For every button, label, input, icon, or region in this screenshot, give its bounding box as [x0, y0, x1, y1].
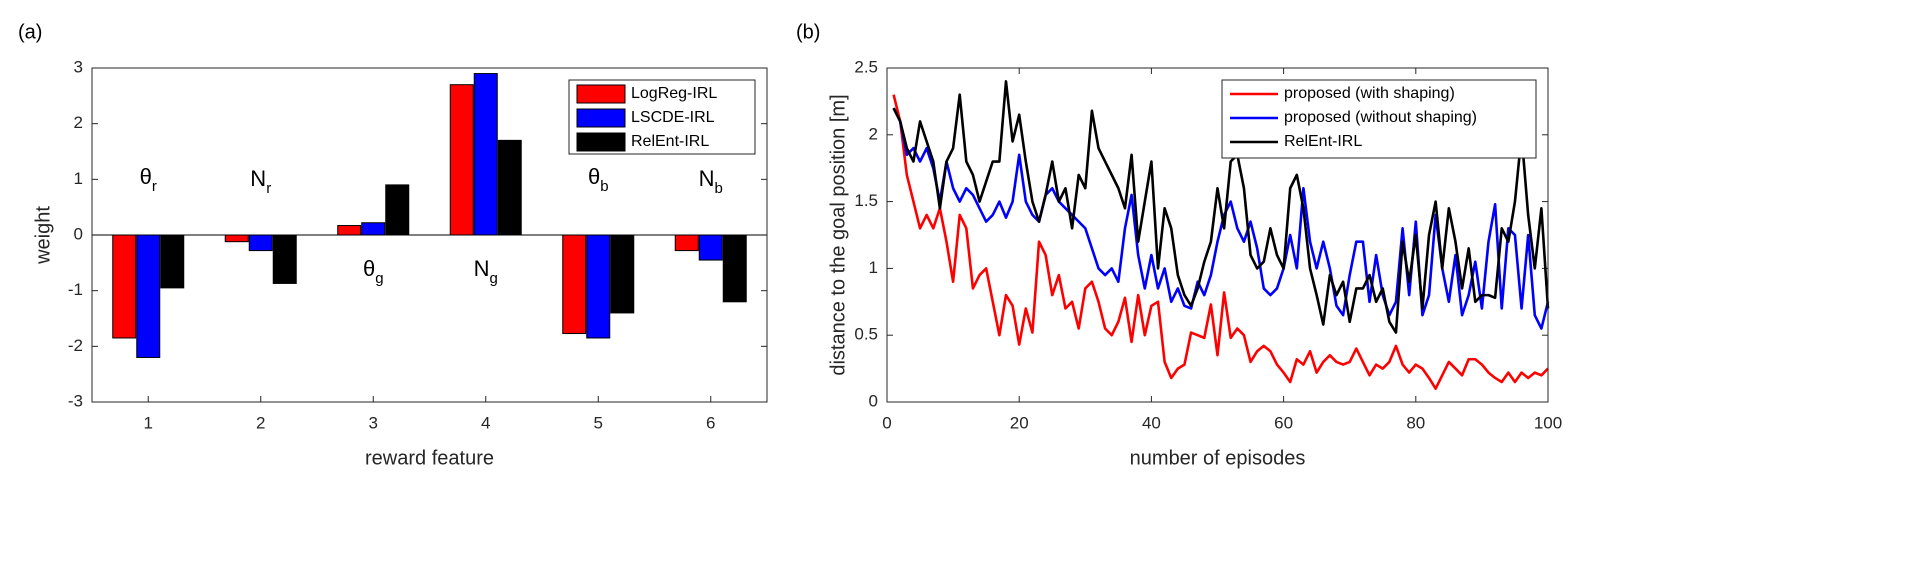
annotation-symbol: θ	[588, 164, 600, 189]
annotation: θr	[140, 164, 157, 195]
annotation: θg	[363, 256, 384, 287]
y-tick-label: 0	[869, 391, 878, 410]
y-axis-label: weight	[32, 206, 54, 265]
bar	[562, 234, 587, 335]
y-tick-label: 1	[74, 169, 83, 188]
annotation-subscript: g	[490, 270, 498, 287]
line-series	[892, 94, 1549, 390]
annotation-subscript: g	[375, 270, 383, 287]
bar	[449, 84, 474, 236]
legend-swatch	[576, 108, 626, 128]
annotation: Nb	[699, 166, 723, 197]
x-tick-label: 0	[882, 413, 891, 432]
x-tick-label: 100	[1534, 413, 1562, 432]
legend-label: LSCDE-IRL	[631, 109, 715, 126]
bar	[385, 184, 410, 236]
panel-label: (b)	[796, 21, 820, 43]
legend: proposed (with shaping) proposed (without…	[1221, 79, 1537, 159]
bar	[160, 234, 185, 289]
bar	[248, 234, 273, 252]
y-tick-label: 1.5	[854, 191, 878, 210]
annotation-symbol: N	[250, 166, 266, 191]
panel: (b) 0 0.5 1 1.5 2 2.5 0 20 40 60 80 100 number of epi…	[796, 21, 1562, 469]
bar	[361, 222, 386, 236]
bar	[272, 234, 297, 284]
y-tick-label: 2.5	[854, 57, 878, 76]
x-tick-label: 1	[144, 413, 153, 432]
annotation-symbol: N	[699, 166, 715, 191]
bar	[473, 73, 498, 236]
bar	[610, 234, 635, 314]
y-tick-label: 2	[74, 113, 83, 132]
annotation-symbol: N	[474, 256, 490, 281]
axes-box	[91, 67, 768, 403]
y-tick-label: 0	[74, 224, 83, 243]
x-tick-label: 5	[594, 413, 603, 432]
legend-label: RelEnt-IRL	[1284, 133, 1362, 150]
y-tick-label: 2	[869, 124, 878, 143]
y-tick-label: 0.5	[854, 325, 878, 344]
annotation: Ng	[474, 256, 498, 287]
bar	[722, 234, 747, 303]
annotation-subscript: b	[600, 178, 608, 195]
bar	[136, 234, 161, 358]
y-axis-label: distance to the goal position [m]	[827, 94, 849, 375]
y-tick-label: -2	[68, 336, 83, 355]
legend: LogReg-IRL LSCDE-IRL RelEnt-IRL	[568, 79, 756, 155]
annotation: Nr	[250, 166, 271, 197]
bar	[586, 234, 611, 339]
annotation-subscript: r	[152, 178, 157, 195]
x-axis-label: reward feature	[365, 447, 494, 469]
bar	[224, 234, 249, 243]
y-tick-label: -1	[68, 280, 83, 299]
bar	[497, 139, 522, 236]
annotation-subscript: b	[715, 180, 723, 197]
x-tick-label: 6	[706, 413, 715, 432]
bar	[112, 234, 137, 339]
x-tick-label: 80	[1406, 413, 1425, 432]
y-tick-label: 3	[74, 57, 83, 76]
y-tick-label: -3	[68, 391, 83, 410]
line-series	[892, 80, 1550, 334]
legend-label: proposed (without shaping)	[1284, 109, 1477, 126]
x-tick-label: 3	[369, 413, 378, 432]
x-axis-label: number of episodes	[1130, 447, 1306, 469]
bar	[698, 234, 723, 261]
bar	[337, 225, 362, 236]
axes-box	[886, 67, 1549, 403]
y-tick-label: 1	[869, 258, 878, 277]
x-tick-label: 4	[481, 413, 490, 432]
legend-swatch	[576, 132, 626, 152]
legend-label: RelEnt-IRL	[631, 133, 709, 150]
bar	[674, 234, 699, 252]
legend-label: proposed (with shaping)	[1284, 85, 1455, 102]
panel-label: (a)	[18, 21, 42, 43]
legend-label: LogReg-IRL	[631, 85, 717, 102]
annotation-subscript: r	[266, 180, 271, 197]
x-tick-label: 40	[1142, 413, 1161, 432]
x-tick-label: 2	[256, 413, 265, 432]
legend-swatch	[576, 84, 626, 104]
annotation-symbol: θ	[140, 164, 152, 189]
annotation: θb	[588, 164, 609, 195]
annotation-symbol: θ	[363, 256, 375, 281]
x-tick-label: 60	[1274, 413, 1293, 432]
x-tick-label: 20	[1010, 413, 1029, 432]
